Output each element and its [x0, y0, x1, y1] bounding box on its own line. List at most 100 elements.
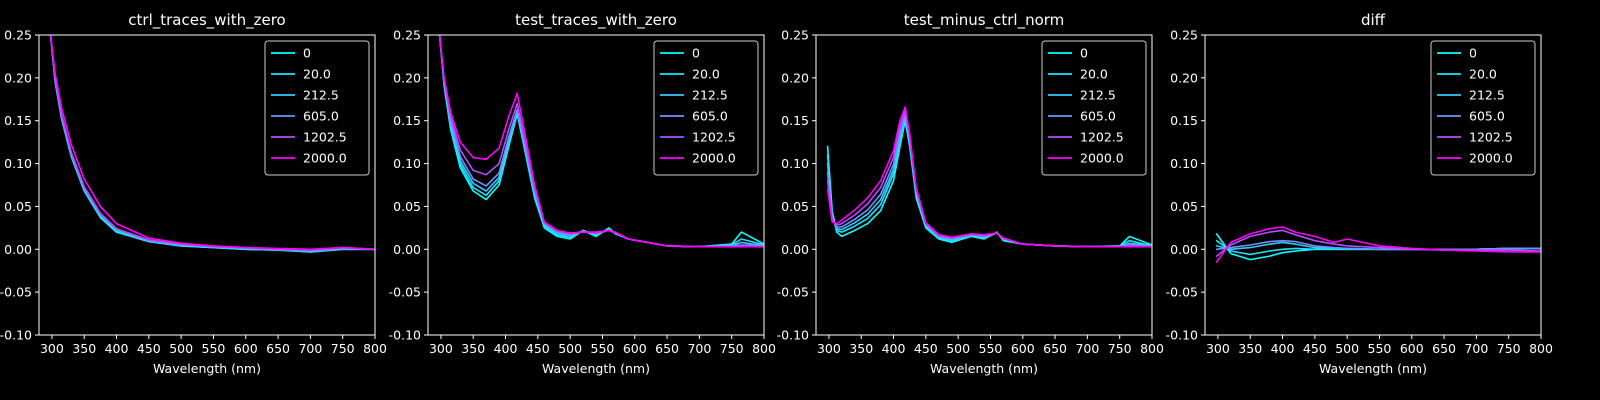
x-tick-label: 350 — [72, 341, 96, 356]
x-tick-label: 650 — [1043, 341, 1067, 356]
plot-frame — [38, 34, 376, 336]
x-tick-label: 450 — [526, 341, 550, 356]
x-tick-label: 700 — [1464, 341, 1488, 356]
x-tick-label: 450 — [1303, 341, 1327, 356]
legend-label: 1202.5 — [1469, 130, 1513, 145]
y-tick-label: 0.15 — [393, 113, 421, 128]
y-tick-label: 0.10 — [4, 156, 32, 171]
legend: 0 20.0 212.5 605.0 1202.5 2000.0 — [264, 40, 370, 176]
x-tick-label: 600 — [623, 341, 647, 356]
y-tick-label: 0.25 — [1170, 28, 1198, 43]
x-tick-label: 800 — [363, 341, 387, 356]
legend-label: 212.5 — [1080, 88, 1116, 103]
legend-label: 1202.5 — [303, 130, 347, 145]
y-tick-label: 0.25 — [393, 28, 421, 43]
chart-title: test_minus_ctrl_norm — [904, 11, 1065, 30]
series-line-0 — [1215, 233, 1541, 261]
x-tick-label: 400 — [1271, 341, 1295, 356]
y-tick-label: 0.15 — [1170, 113, 1198, 128]
x-tick-label: 300 — [429, 341, 453, 356]
chart-panel-4: 300 350 400 450 500 550 600 650 700 750 800 -0.10 -0… — [1166, 11, 1553, 376]
legend-label: 212.5 — [1469, 88, 1505, 103]
x-tick-label: 650 — [1432, 341, 1456, 356]
x-tick-label: 750 — [1497, 341, 1521, 356]
legend-label: 20.0 — [1469, 67, 1497, 82]
y-tick-label: 0.20 — [393, 70, 421, 85]
legend-label: 605.0 — [303, 109, 339, 124]
legend-label: 0 — [1469, 46, 1477, 61]
x-tick-label: 650 — [266, 341, 290, 356]
series-lines — [438, 35, 764, 248]
y-tick-label: -0.05 — [1166, 285, 1198, 300]
y-tick-label: -0.05 — [777, 285, 809, 300]
y-tick-label: -0.10 — [1166, 328, 1198, 343]
chart-title: test_traces_with_zero — [515, 11, 677, 30]
x-tick-label: 700 — [298, 341, 322, 356]
x-tick-label: 500 — [1335, 341, 1359, 356]
legend-label: 2000.0 — [1469, 151, 1513, 166]
y-tick-label: 0.05 — [781, 199, 809, 214]
x-tick-label: 500 — [558, 341, 582, 356]
chart-title: diff — [1361, 11, 1386, 29]
legend-label: 0 — [1080, 46, 1088, 61]
chart-panel-3: 300 350 400 450 500 550 600 650 700 750 800 -0.10 -0… — [777, 11, 1164, 376]
x-tick-label: 350 — [461, 341, 485, 356]
legend-label: 20.0 — [1080, 67, 1108, 82]
x-tick-label: 750 — [720, 341, 744, 356]
y-tick-label: 0.00 — [781, 242, 809, 257]
x-tick-label: 700 — [1075, 341, 1099, 356]
x-tick-label: 300 — [817, 341, 841, 356]
series-line-2000.0 — [1215, 226, 1541, 263]
y-tick-label: 0.10 — [781, 156, 809, 171]
legend-label: 1202.5 — [692, 130, 736, 145]
x-tick-label: 700 — [687, 341, 711, 356]
x-tick-label: 550 — [591, 341, 615, 356]
x-tick-label: 300 — [40, 341, 64, 356]
x-tick-label: 550 — [202, 341, 226, 356]
x-tick-label: 600 — [1011, 341, 1035, 356]
y-tick-label: -0.10 — [777, 328, 809, 343]
series-line-2000.0 — [438, 35, 764, 248]
x-tick-label: 350 — [1238, 341, 1262, 356]
x-tick-label: 750 — [1108, 341, 1132, 356]
series-lines — [1215, 226, 1541, 263]
legend-label: 605.0 — [1469, 109, 1505, 124]
legend-label: 605.0 — [692, 109, 728, 124]
x-axis-label: Wavelength (nm) — [153, 361, 261, 376]
x-tick-label: 750 — [331, 341, 355, 356]
x-axis-label: Wavelength (nm) — [1319, 361, 1427, 376]
x-tick-label: 450 — [914, 341, 938, 356]
chart-panel-2: 300 350 400 450 500 550 600 650 700 750 800 -0.10 -0… — [389, 11, 776, 376]
y-tick-label: 0.10 — [393, 156, 421, 171]
plot-frame — [1204, 34, 1542, 336]
legend-label: 2000.0 — [1080, 151, 1124, 166]
legend-label: 2000.0 — [303, 151, 347, 166]
x-tick-label: 800 — [1140, 341, 1164, 356]
legend-label: 1202.5 — [1080, 130, 1124, 145]
x-axis-label: Wavelength (nm) — [542, 361, 650, 376]
x-tick-label: 650 — [655, 341, 679, 356]
y-tick-label: 0.00 — [4, 242, 32, 257]
y-tick-label: 0.05 — [1170, 199, 1198, 214]
legend-label: 20.0 — [692, 67, 720, 82]
y-tick-label: 0.10 — [1170, 156, 1198, 171]
series-line-1202.5 — [49, 35, 375, 251]
x-tick-label: 500 — [946, 341, 970, 356]
y-tick-label: 0.25 — [4, 28, 32, 43]
x-tick-label: 350 — [849, 341, 873, 356]
plot-frame — [427, 34, 765, 336]
legend: 0 20.0 212.5 605.0 1202.5 2000.0 — [1041, 40, 1147, 176]
y-tick-label: 0.20 — [1170, 70, 1198, 85]
legend-label: 0 — [692, 46, 700, 61]
y-tick-label: 0.25 — [781, 28, 809, 43]
x-tick-label: 600 — [1400, 341, 1424, 356]
x-tick-label: 400 — [882, 341, 906, 356]
series-lines — [826, 106, 1152, 248]
x-axis-label: Wavelength (nm) — [930, 361, 1038, 376]
chart-panel-1: 300 350 400 450 500 550 600 650 700 750 800 -0.10 -0… — [0, 11, 387, 376]
y-tick-label: -0.05 — [389, 285, 421, 300]
y-tick-label: 0.15 — [781, 113, 809, 128]
y-tick-label: -0.10 — [0, 328, 32, 343]
x-tick-label: 550 — [1368, 341, 1392, 356]
